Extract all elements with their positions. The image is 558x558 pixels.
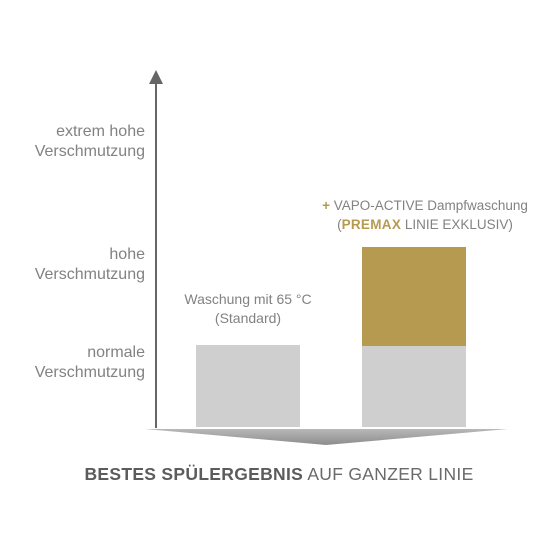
chart-canvas: { "chart": { "type": "bar", "background_… <box>0 0 558 558</box>
caption: BESTES SPÜLERGEBNIS AUF GANZER LINIE <box>0 464 558 485</box>
caption-bold: BESTES SPÜLERGEBNIS <box>84 464 303 484</box>
caption-rest: AUF GANZER LINIE <box>303 464 473 484</box>
